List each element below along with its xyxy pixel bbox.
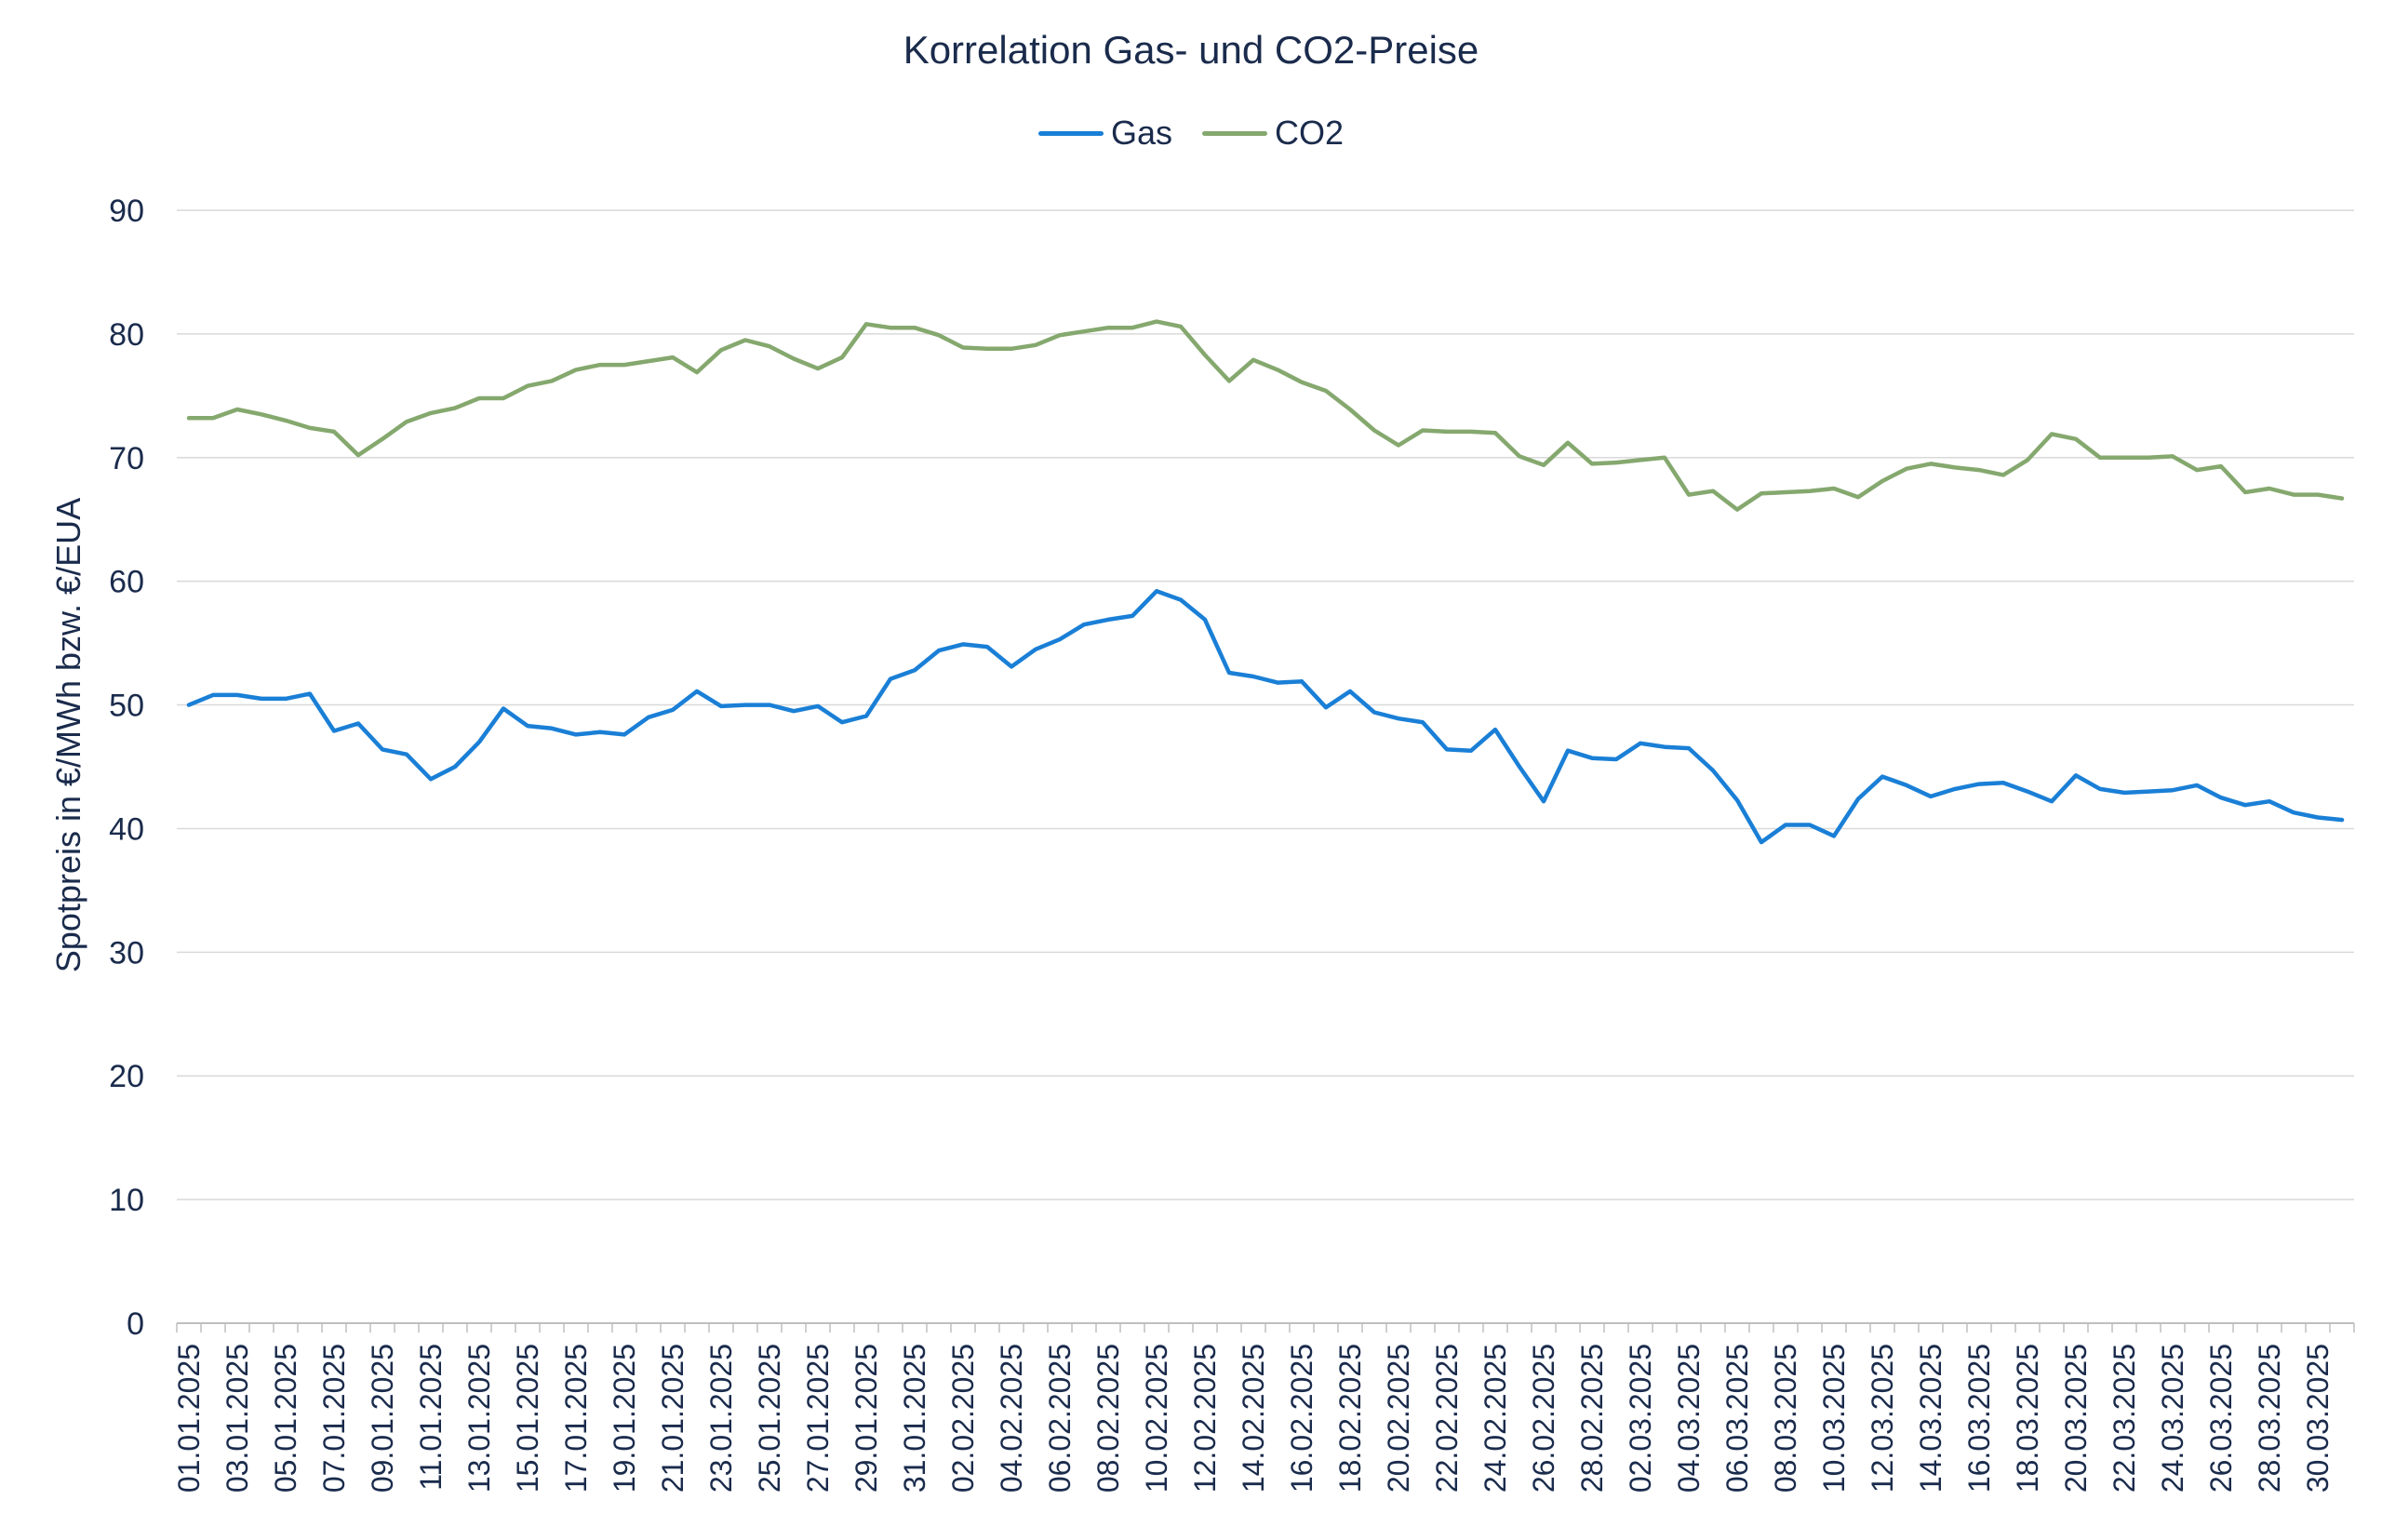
x-tick-label: 10.02.2025 xyxy=(1140,1344,1173,1493)
x-tick-label: 28.03.2025 xyxy=(2253,1344,2286,1493)
y-tick-label: 30 xyxy=(109,935,144,971)
x-tick-label: 18.02.2025 xyxy=(1333,1344,1367,1493)
series-line-gas xyxy=(189,591,2342,842)
x-tick-label: 13.01.2025 xyxy=(462,1344,496,1493)
series-line-co2 xyxy=(189,322,2342,510)
x-tick-label: 22.02.2025 xyxy=(1430,1344,1464,1493)
x-tick-label: 16.03.2025 xyxy=(1962,1344,1996,1493)
y-tick-label: 60 xyxy=(109,565,144,600)
x-tick-label: 22.03.2025 xyxy=(2108,1344,2141,1493)
x-tick-label: 17.01.2025 xyxy=(559,1344,593,1493)
x-tick-label: 26.02.2025 xyxy=(1527,1344,1560,1493)
x-tick-label: 18.03.2025 xyxy=(2011,1344,2044,1493)
x-tick-label: 26.03.2025 xyxy=(2204,1344,2238,1493)
x-tick-label: 14.03.2025 xyxy=(1914,1344,1947,1493)
y-tick-label: 40 xyxy=(109,811,144,847)
x-tick-label: 08.03.2025 xyxy=(1769,1344,1802,1493)
x-tick-label: 15.01.2025 xyxy=(511,1344,544,1493)
x-tick-label: 27.01.2025 xyxy=(801,1344,835,1493)
x-tick-label: 10.03.2025 xyxy=(1817,1344,1851,1493)
x-tick-label: 07.01.2025 xyxy=(317,1344,351,1493)
y-tick-label: 70 xyxy=(109,441,144,476)
x-tick-label: 05.01.2025 xyxy=(269,1344,302,1493)
x-tick-label: 08.02.2025 xyxy=(1091,1344,1125,1493)
x-tick-label: 14.02.2025 xyxy=(1237,1344,1270,1493)
y-tick-label: 50 xyxy=(109,689,144,724)
x-tick-label: 20.03.2025 xyxy=(2059,1344,2093,1493)
x-tick-label: 21.01.2025 xyxy=(656,1344,689,1493)
y-tick-label: 90 xyxy=(109,194,144,229)
y-tick-label: 10 xyxy=(109,1183,144,1218)
x-tick-label: 24.02.2025 xyxy=(1479,1344,1512,1493)
x-tick-label: 20.02.2025 xyxy=(1382,1344,1415,1493)
x-tick-label: 11.01.2025 xyxy=(414,1344,448,1491)
x-tick-label: 12.02.2025 xyxy=(1188,1344,1222,1493)
x-tick-label: 29.01.2025 xyxy=(850,1344,883,1493)
x-tick-label: 06.02.2025 xyxy=(1043,1344,1077,1493)
y-tick-label: 80 xyxy=(109,317,144,353)
x-tick-label: 06.03.2025 xyxy=(1720,1344,1754,1493)
x-tick-label: 24.03.2025 xyxy=(2156,1344,2189,1493)
x-tick-label: 30.03.2025 xyxy=(2301,1344,2335,1493)
x-tick-label: 28.02.2025 xyxy=(1575,1344,1609,1493)
x-tick-label: 03.01.2025 xyxy=(221,1344,254,1493)
y-tick-label: 0 xyxy=(127,1306,144,1342)
y-tick-label: 20 xyxy=(109,1059,144,1094)
x-tick-label: 25.01.2025 xyxy=(753,1344,786,1493)
x-tick-label: 01.01.2025 xyxy=(172,1344,206,1493)
x-tick-label: 16.02.2025 xyxy=(1285,1344,1318,1493)
x-tick-label: 09.01.2025 xyxy=(366,1344,399,1493)
x-tick-label: 04.02.2025 xyxy=(995,1344,1028,1493)
x-tick-label: 04.03.2025 xyxy=(1672,1344,1706,1493)
x-tick-label: 23.01.2025 xyxy=(704,1344,738,1493)
x-tick-label: 12.03.2025 xyxy=(1866,1344,1899,1493)
x-tick-label: 02.03.2025 xyxy=(1624,1344,1657,1493)
x-tick-label: 02.02.2025 xyxy=(946,1344,980,1493)
x-tick-label: 19.01.2025 xyxy=(608,1344,641,1493)
x-tick-label: 31.01.2025 xyxy=(898,1344,931,1493)
